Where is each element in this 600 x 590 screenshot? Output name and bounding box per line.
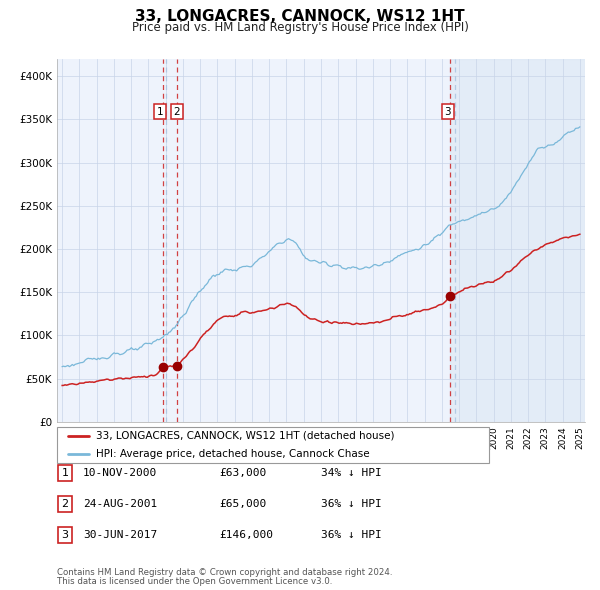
Text: This data is licensed under the Open Government Licence v3.0.: This data is licensed under the Open Gov… xyxy=(57,576,332,586)
Text: 24-AUG-2001: 24-AUG-2001 xyxy=(83,499,157,509)
Text: 3: 3 xyxy=(62,530,68,540)
Text: HPI: Average price, detached house, Cannock Chase: HPI: Average price, detached house, Cann… xyxy=(96,449,370,459)
Text: £146,000: £146,000 xyxy=(219,530,273,540)
Text: 33, LONGACRES, CANNOCK, WS12 1HT: 33, LONGACRES, CANNOCK, WS12 1HT xyxy=(135,9,465,24)
Text: 33, LONGACRES, CANNOCK, WS12 1HT (detached house): 33, LONGACRES, CANNOCK, WS12 1HT (detach… xyxy=(96,431,394,441)
Text: 34% ↓ HPI: 34% ↓ HPI xyxy=(321,468,382,477)
Text: Price paid vs. HM Land Registry's House Price Index (HPI): Price paid vs. HM Land Registry's House … xyxy=(131,21,469,34)
Text: 10-NOV-2000: 10-NOV-2000 xyxy=(83,468,157,477)
Text: 36% ↓ HPI: 36% ↓ HPI xyxy=(321,530,382,540)
Text: 36% ↓ HPI: 36% ↓ HPI xyxy=(321,499,382,509)
Text: Contains HM Land Registry data © Crown copyright and database right 2024.: Contains HM Land Registry data © Crown c… xyxy=(57,568,392,577)
Bar xyxy=(451,59,585,422)
Text: £63,000: £63,000 xyxy=(219,468,266,477)
Text: £65,000: £65,000 xyxy=(219,499,266,509)
Text: 2: 2 xyxy=(173,107,180,117)
Text: 2: 2 xyxy=(62,499,68,509)
Text: 30-JUN-2017: 30-JUN-2017 xyxy=(83,530,157,540)
Text: 1: 1 xyxy=(62,468,68,477)
Text: 3: 3 xyxy=(445,107,451,117)
Text: 1: 1 xyxy=(157,107,163,117)
